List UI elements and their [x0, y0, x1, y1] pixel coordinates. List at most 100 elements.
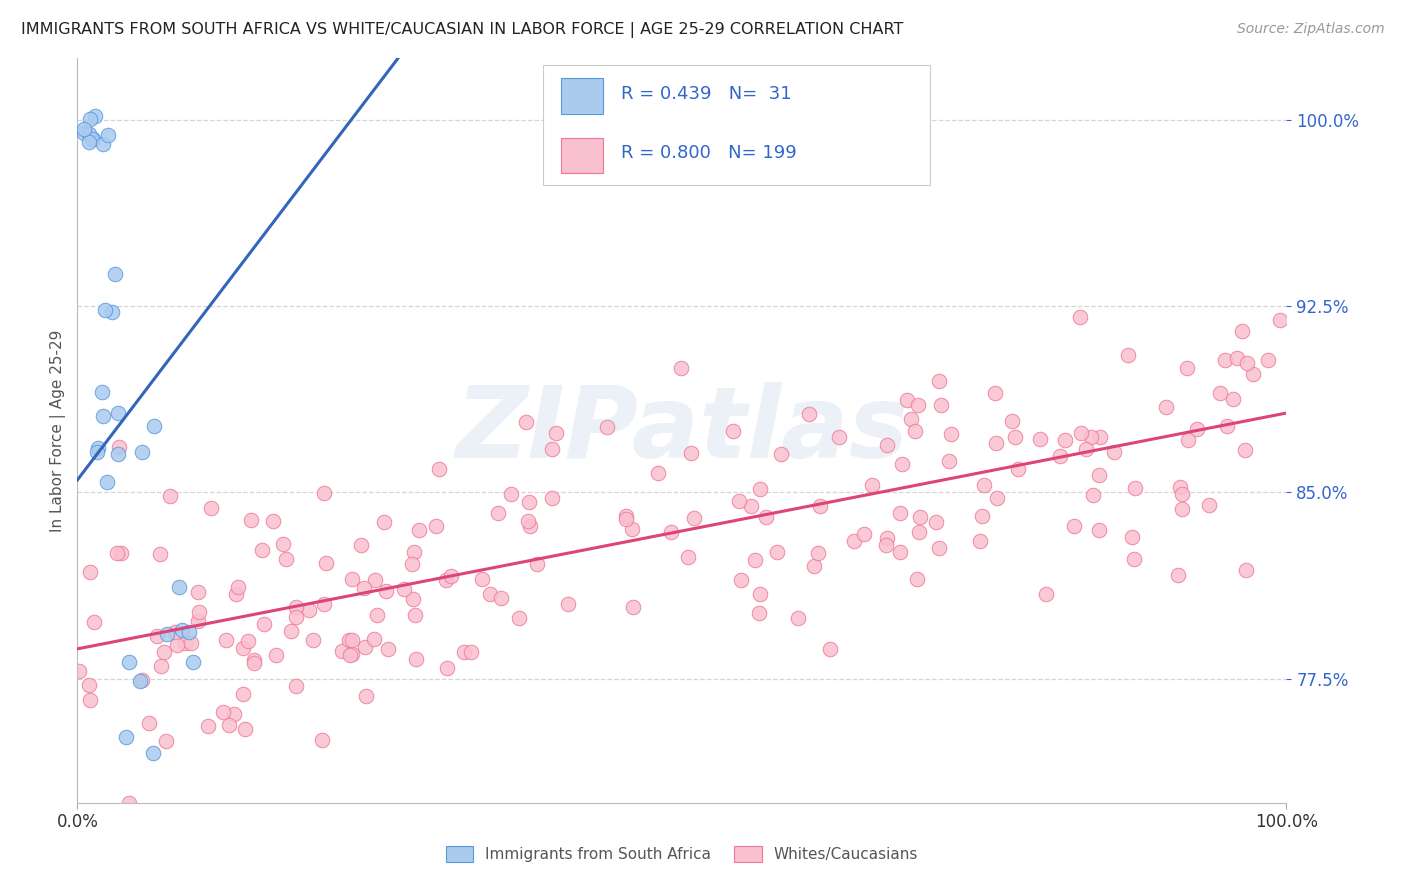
- Point: [166, 638, 188, 652]
- Point: [404, 608, 426, 623]
- Point: [928, 374, 950, 388]
- Point: [541, 491, 564, 505]
- Point: [519, 518, 541, 533]
- Point: [900, 412, 922, 426]
- Point: [679, 446, 702, 460]
- Point: [342, 648, 364, 662]
- Point: [224, 707, 246, 722]
- Point: [233, 722, 256, 736]
- Point: [215, 633, 238, 648]
- Point: [807, 545, 830, 559]
- Point: [1170, 502, 1192, 516]
- Point: [73, 121, 96, 136]
- Point: [392, 582, 415, 596]
- Point: [1209, 385, 1232, 400]
- Point: [876, 531, 898, 545]
- Point: [114, 730, 136, 744]
- Point: [621, 600, 644, 615]
- Point: [73, 126, 96, 140]
- Point: [232, 687, 254, 701]
- Point: [905, 572, 928, 586]
- Point: [312, 597, 335, 611]
- FancyBboxPatch shape: [561, 137, 603, 173]
- Point: [769, 447, 792, 461]
- Point: [339, 648, 361, 663]
- Point: [526, 558, 548, 572]
- Point: [740, 500, 762, 514]
- Point: [973, 478, 995, 492]
- Point: [907, 398, 929, 412]
- Point: [1222, 392, 1244, 407]
- Point: [749, 483, 772, 497]
- Point: [200, 501, 222, 516]
- Point: [187, 614, 209, 628]
- Point: [96, 475, 118, 490]
- Point: [889, 545, 911, 559]
- Point: [298, 603, 321, 617]
- Point: [797, 408, 820, 422]
- Point: [1185, 422, 1208, 436]
- Point: [748, 606, 770, 620]
- Point: [1198, 498, 1220, 512]
- Point: [1216, 418, 1239, 433]
- Point: [174, 636, 197, 650]
- Point: [377, 641, 399, 656]
- Point: [330, 644, 353, 658]
- Point: [595, 419, 617, 434]
- Point: [489, 591, 512, 605]
- Point: [647, 466, 669, 480]
- Point: [264, 648, 287, 662]
- Point: [250, 543, 273, 558]
- Point: [262, 514, 284, 528]
- Point: [541, 442, 564, 456]
- Point: [1049, 449, 1071, 463]
- Point: [232, 640, 254, 655]
- Point: [1170, 480, 1192, 494]
- Point: [405, 652, 427, 666]
- Point: [440, 568, 463, 582]
- Point: [314, 486, 336, 500]
- Point: [755, 509, 778, 524]
- Point: [938, 454, 960, 468]
- Point: [1167, 568, 1189, 582]
- Point: [1070, 425, 1092, 440]
- Point: [82, 132, 104, 146]
- Point: [1123, 552, 1146, 566]
- Point: [302, 632, 325, 647]
- Point: [969, 533, 991, 548]
- Point: [142, 746, 165, 760]
- Point: [875, 538, 897, 552]
- Text: IMMIGRANTS FROM SOUTH AFRICA VS WHITE/CAUCASIAN IN LABOR FORCE | AGE 25-29 CORRE: IMMIGRANTS FROM SOUTH AFRICA VS WHITE/CA…: [21, 22, 904, 38]
- Point: [453, 645, 475, 659]
- Point: [1171, 487, 1194, 501]
- Point: [1063, 518, 1085, 533]
- Point: [149, 547, 172, 561]
- Point: [501, 487, 523, 501]
- Point: [402, 545, 425, 559]
- Point: [143, 419, 166, 434]
- Point: [354, 640, 377, 654]
- Point: [1236, 356, 1258, 370]
- Point: [225, 587, 247, 601]
- Point: [242, 656, 264, 670]
- Point: [434, 574, 457, 588]
- Point: [218, 717, 240, 731]
- Point: [253, 617, 276, 632]
- Point: [620, 523, 643, 537]
- Point: [86, 445, 108, 459]
- Point: [337, 633, 360, 648]
- Text: R = 0.439   N=  31: R = 0.439 N= 31: [621, 85, 792, 103]
- Text: ZIPatlas: ZIPatlas: [456, 382, 908, 479]
- Point: [146, 629, 169, 643]
- Point: [748, 587, 770, 601]
- Point: [153, 645, 176, 659]
- Point: [155, 734, 177, 748]
- Point: [238, 633, 260, 648]
- Point: [818, 641, 841, 656]
- Point: [925, 515, 948, 529]
- Point: [986, 491, 1008, 505]
- Point: [682, 511, 704, 525]
- Point: [460, 645, 482, 659]
- Point: [1241, 367, 1264, 381]
- Point: [765, 545, 787, 559]
